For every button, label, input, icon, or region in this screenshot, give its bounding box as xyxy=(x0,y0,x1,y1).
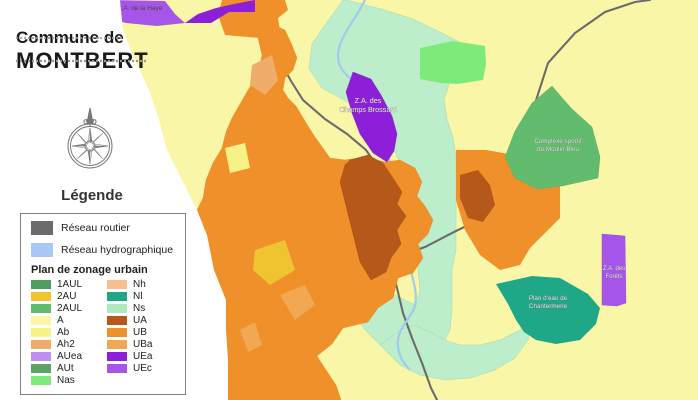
svg-text:Plan d'eau de: Plan d'eau de xyxy=(529,295,568,302)
svg-text:du Moulin Bleu: du Moulin Bleu xyxy=(537,146,579,153)
svg-text:Z.A. de la Haye: Z.A. de la Haye xyxy=(118,5,163,12)
svg-text:Z.A. des: Z.A. des xyxy=(603,266,625,272)
svg-text:Chantermerle: Chantermerle xyxy=(529,303,568,310)
svg-text:Forêts: Forêts xyxy=(605,274,622,280)
svg-text:Champs Brossard: Champs Brossard xyxy=(339,105,397,114)
svg-text:Z.A. des: Z.A. des xyxy=(355,96,382,105)
svg-text:Complexe sportif: Complexe sportif xyxy=(534,138,581,145)
